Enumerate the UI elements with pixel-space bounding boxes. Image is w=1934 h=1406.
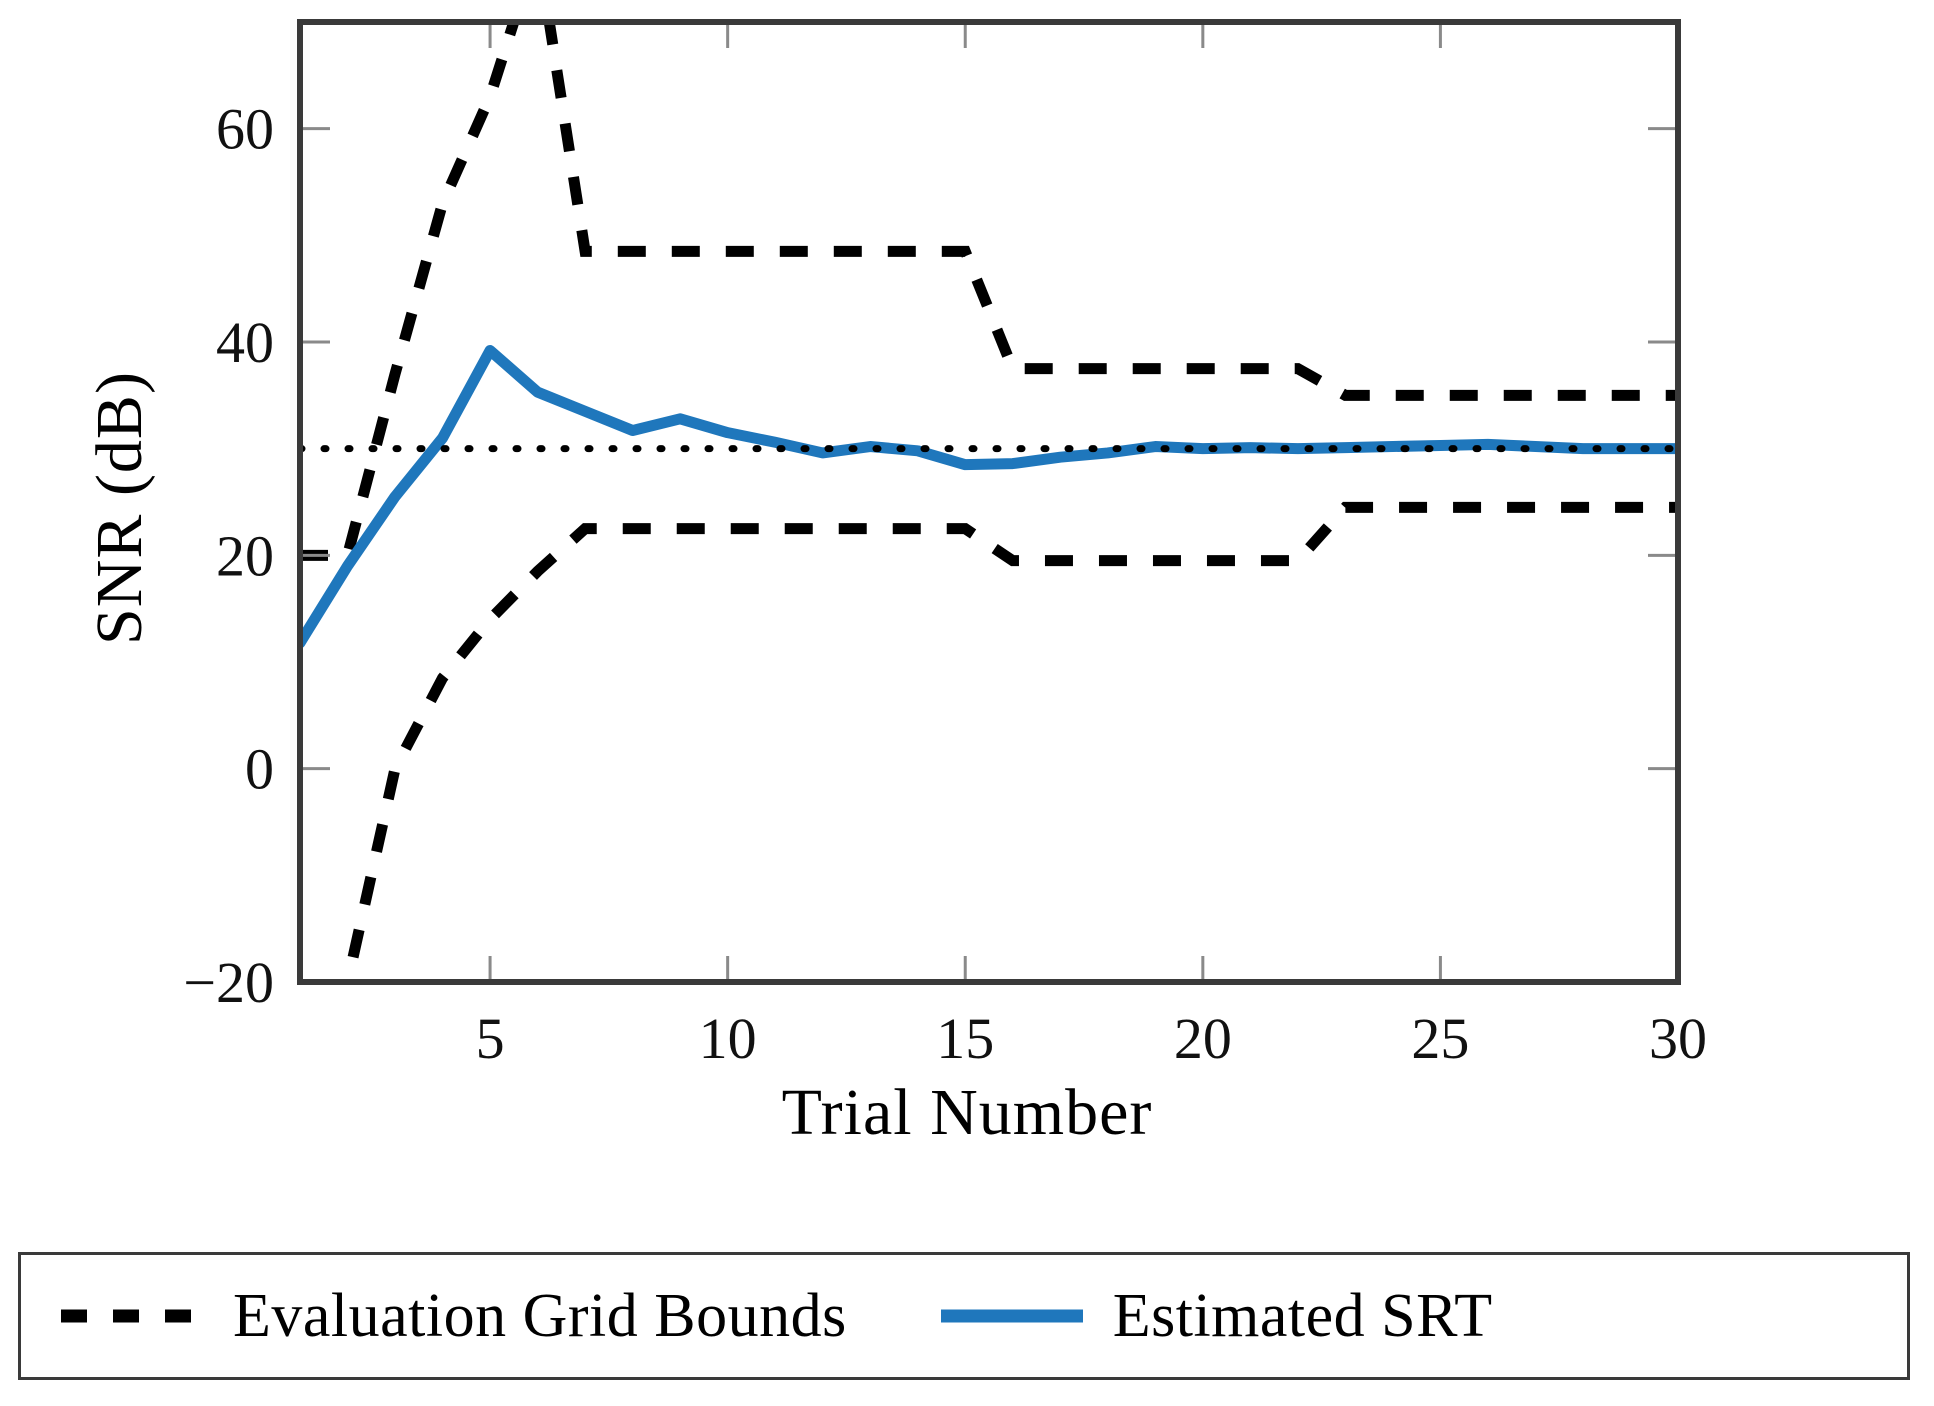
legend-label-grid-bounds: Evaluation Grid Bounds — [233, 1282, 847, 1350]
y-tick-label: 20 — [216, 523, 274, 588]
x-tick-label: 10 — [699, 1006, 757, 1071]
legend-swatch-solid-line-icon — [937, 1301, 1087, 1331]
x-axis-title: Trial Number — [781, 1076, 1153, 1149]
legend-label-estimated-srt: Estimated SRT — [1112, 1282, 1493, 1350]
chart-svg: 5 10 15 20 25 30 −20 0 20 40 60 — [183, 19, 1707, 1071]
x-tick-label: 25 — [1411, 1006, 1469, 1071]
series-upper-bound — [300, 22, 1678, 561]
series-estimate — [300, 345, 1678, 649]
y-tick-label: −20 — [183, 950, 274, 1015]
y-tick-label: 0 — [245, 737, 274, 802]
legend-entry-grid-bounds: Evaluation Grid Bounds — [57, 1255, 847, 1377]
legend: Evaluation Grid Bounds Estimated SRT — [18, 1252, 1910, 1380]
legend-swatch-dashed-line-icon — [57, 1301, 207, 1331]
x-tick-label: 15 — [936, 1006, 994, 1071]
y-tick-label: 60 — [216, 97, 274, 162]
y-tick-label: 40 — [216, 310, 274, 375]
x-tick-label: 30 — [1649, 1006, 1707, 1071]
plot-area: 5 10 15 20 25 30 −20 0 20 40 60 — [183, 19, 1707, 1071]
axes-frame — [297, 19, 1681, 985]
y-axis-title: SNR (dB) — [83, 371, 156, 645]
x-tick-label: 5 — [476, 1006, 505, 1071]
x-tick-label: 20 — [1174, 1006, 1232, 1071]
legend-entry-estimated-srt: Estimated SRT — [937, 1255, 1493, 1377]
